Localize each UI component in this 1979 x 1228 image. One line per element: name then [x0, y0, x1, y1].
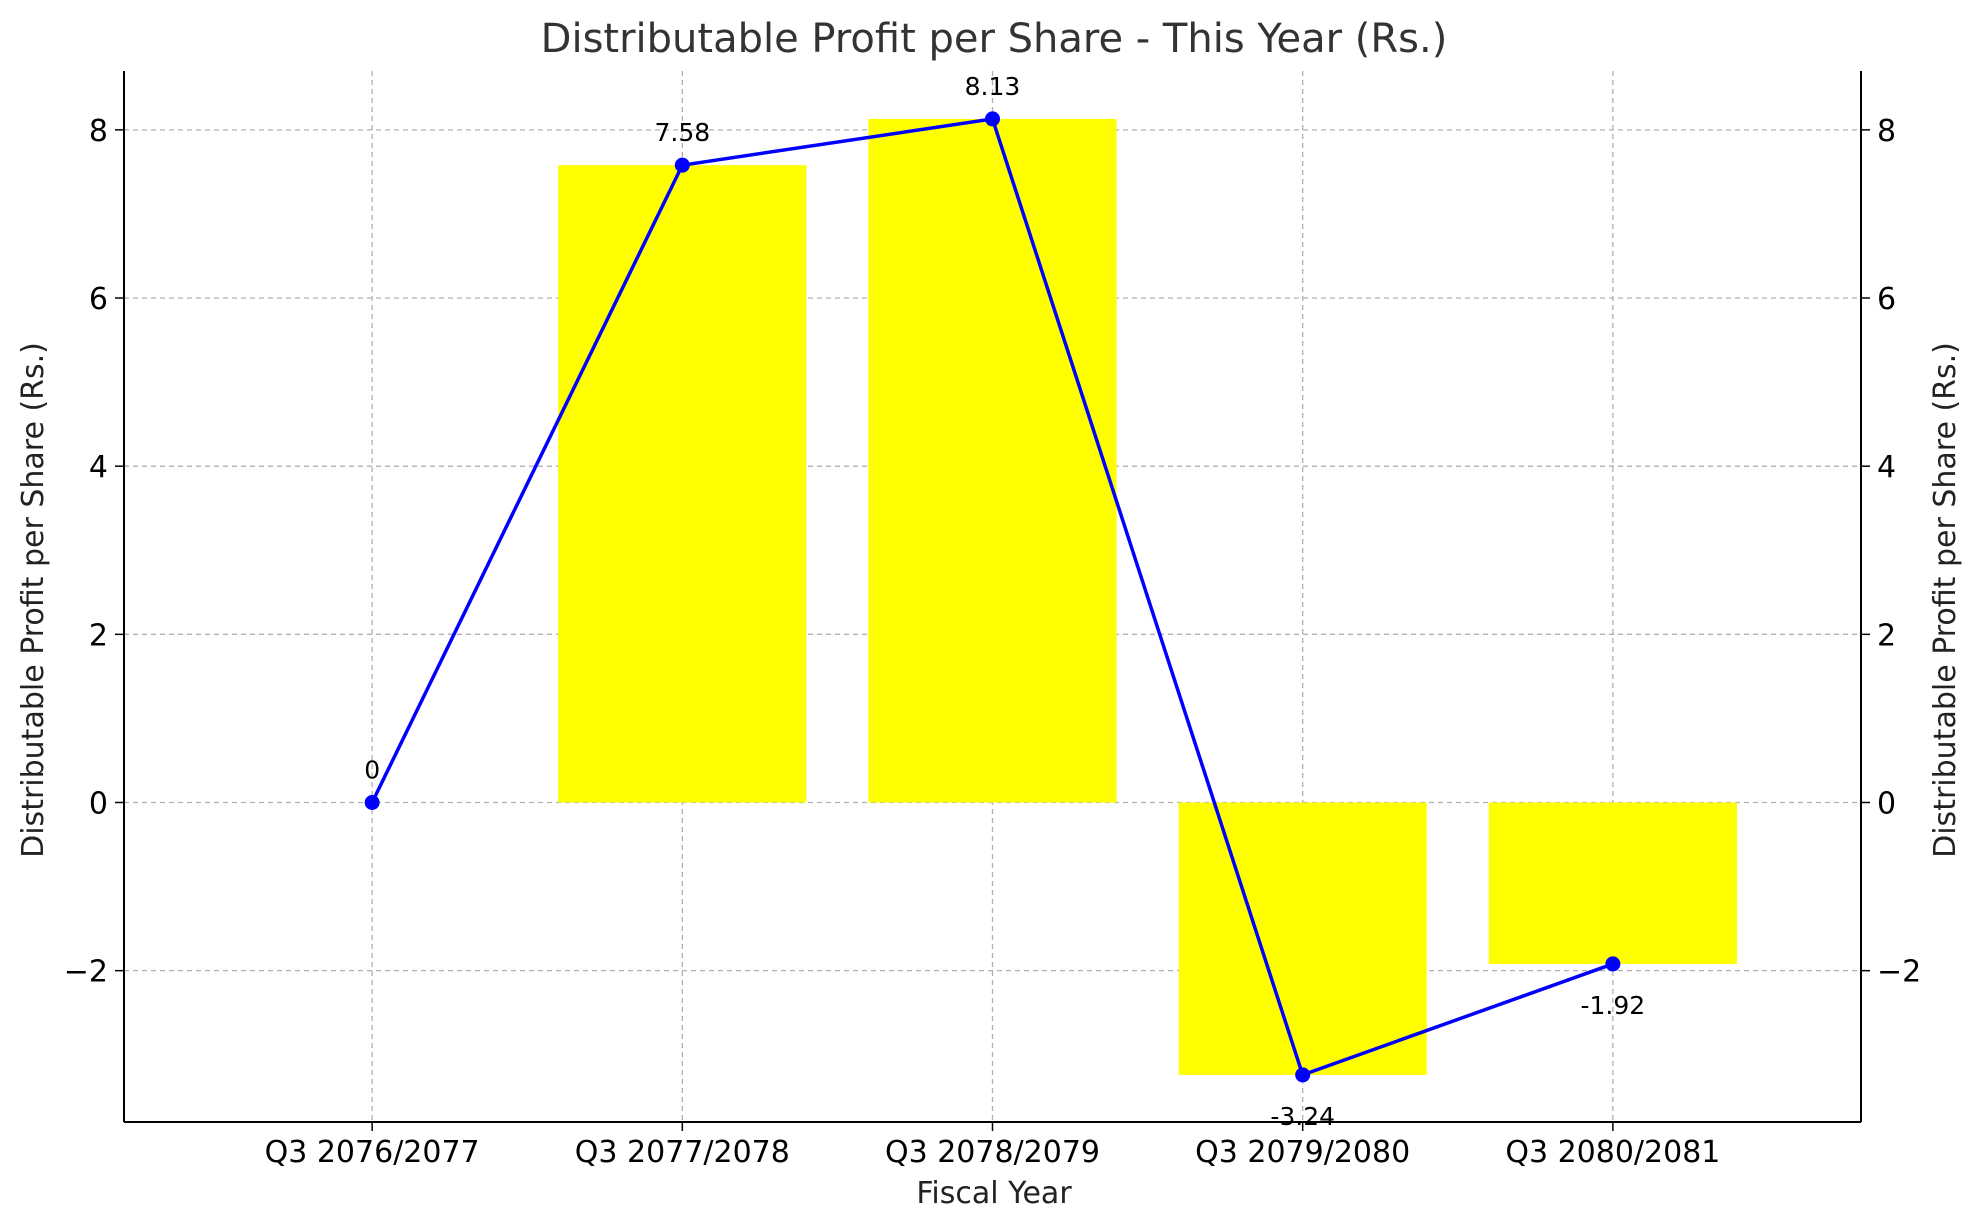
bar: [1178, 802, 1427, 1075]
data-label: 0: [364, 755, 380, 784]
y-tick-label-right: 4: [1877, 450, 1896, 485]
data-label: -3.24: [1270, 1102, 1335, 1131]
data-point: [674, 157, 690, 173]
bar: [558, 165, 807, 803]
y-tick-label-right: −2: [1877, 955, 1921, 990]
bar-layer: [558, 118, 1737, 1075]
y-tick-label: 2: [89, 618, 108, 653]
y-tick-label: 4: [89, 450, 108, 485]
y-tick-label-right: 2: [1877, 618, 1896, 653]
y-tick-label: 8: [89, 114, 108, 149]
x-tick-label: Q3 2077/2078: [575, 1135, 790, 1170]
data-point: [1295, 1067, 1311, 1083]
data-point: [1605, 956, 1621, 972]
y-tick-label: −2: [64, 955, 108, 990]
data-point: [985, 111, 1000, 127]
data-point: [364, 794, 380, 810]
bar: [1488, 802, 1737, 964]
y-tick-label-right: 0: [1877, 786, 1896, 821]
data-label: 7.58: [654, 118, 710, 147]
chart-title: Distributable Profit per Share - This Ye…: [541, 16, 1448, 62]
x-tick-label: Q3 2076/2077: [265, 1135, 480, 1170]
y-tick-label: 0: [89, 786, 108, 821]
x-tick-label: Q3 2079/2080: [1195, 1135, 1410, 1170]
data-label: 8.13: [965, 72, 1021, 101]
y-tick-label-right: 6: [1877, 282, 1896, 317]
y-tick-label-right: 8: [1877, 114, 1896, 149]
y-axis-label: Distributable Profit per Share (Rs.): [16, 342, 51, 858]
y-axis-label-right: Distributable Profit per Share (Rs.): [1928, 342, 1963, 858]
x-axis-label: Fiscal Year: [916, 1176, 1072, 1211]
data-label: -1.92: [1581, 991, 1646, 1020]
bar: [868, 118, 1117, 803]
x-tick-label: Q3 2080/2081: [1505, 1135, 1720, 1170]
line-layer: [364, 111, 1621, 1083]
axis-layer: −2 −2 0 0 2 2 4 4 6 6 8 8 Q3 2076/2077 Q3 2077/2078 Q3…: [64, 71, 1921, 1170]
y-tick-label: 6: [89, 282, 108, 317]
x-tick-label: Q3 2078/2079: [885, 1135, 1100, 1170]
label-layer: 0 7.58 8.13 -3.24 -1.92: [364, 72, 1645, 1131]
